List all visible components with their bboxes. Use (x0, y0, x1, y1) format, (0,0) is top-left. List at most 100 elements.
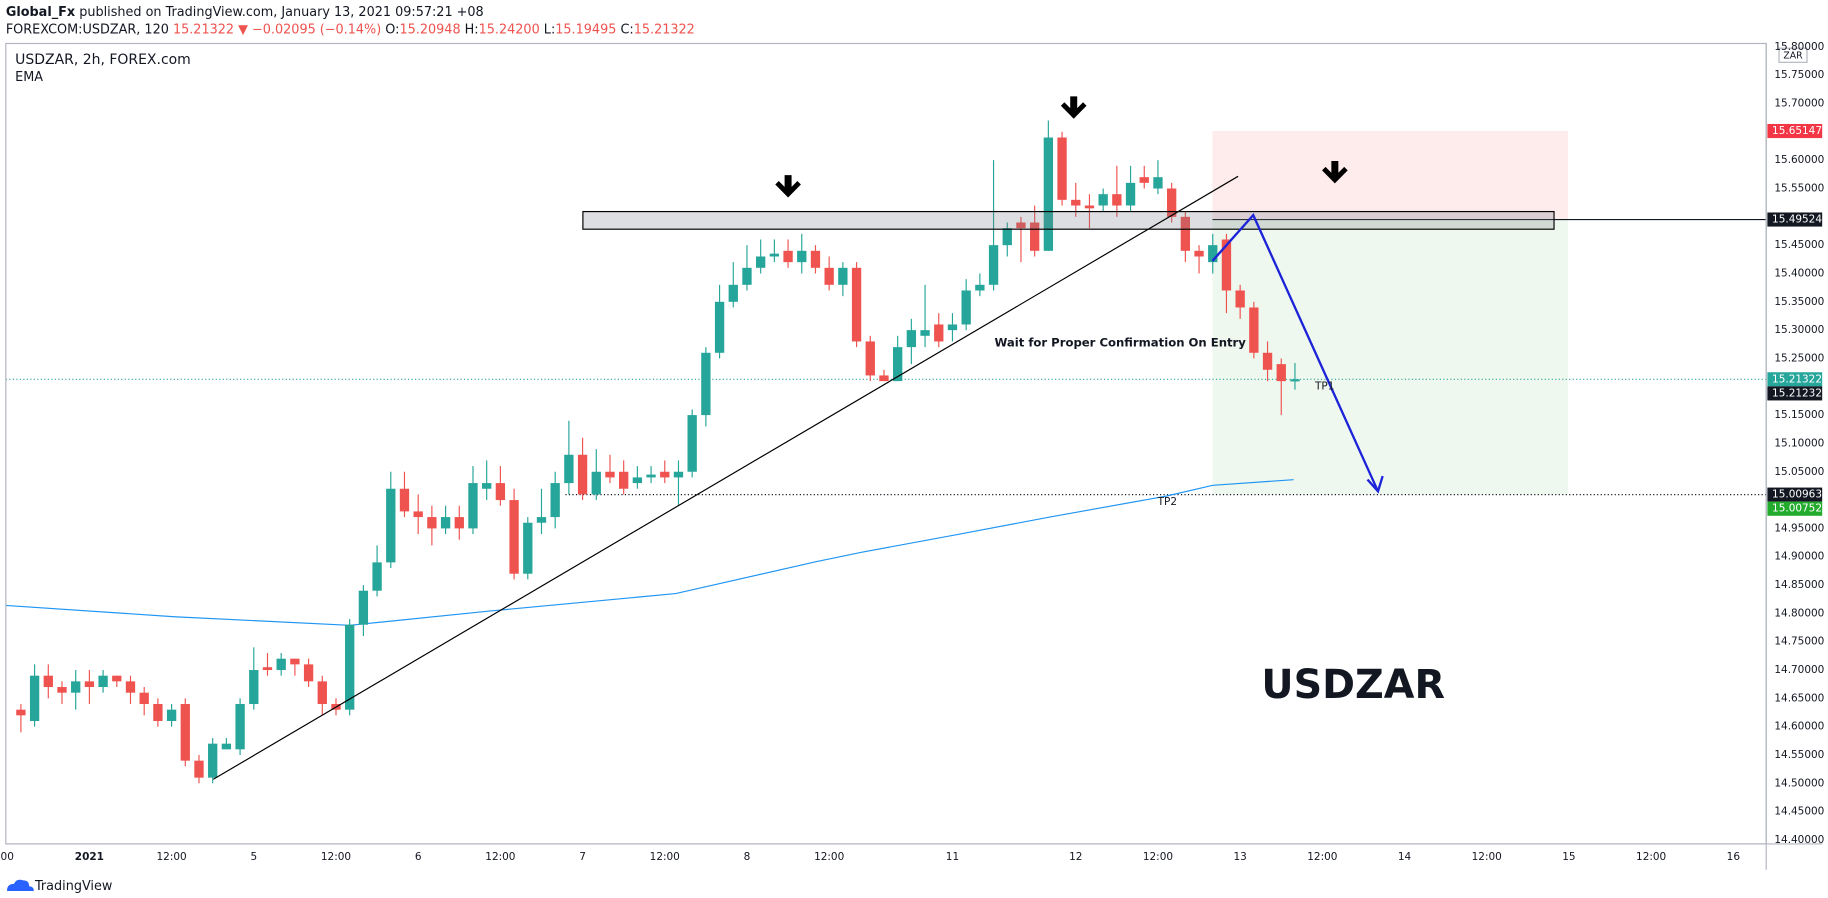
y-tick-label: 14.75000 (1774, 636, 1824, 648)
price-badge (1767, 487, 1823, 502)
candle-body (1098, 194, 1108, 206)
candle-body (1016, 222, 1026, 229)
logo-icon (6, 879, 34, 891)
ohlc-key: L: (544, 22, 555, 37)
projection-arrow (1211, 212, 1380, 492)
price-lines (5, 218, 1767, 626)
price-badge (1767, 123, 1823, 139)
candle-body (1139, 177, 1149, 183)
candle-body (824, 267, 834, 285)
candle-body (276, 658, 286, 671)
candle-body (208, 743, 218, 778)
candle-body (865, 341, 875, 376)
x-tick-label: 12:00 (650, 851, 680, 863)
candle-body (988, 245, 999, 285)
price-badge-label: 15.49524 (1772, 214, 1822, 226)
price-badge-label: 15.21322 (1772, 373, 1822, 385)
x-tick-label: 5 (250, 851, 257, 863)
x-tick-label: 12:00 (1472, 851, 1502, 863)
watermark: USDZAR (1261, 662, 1445, 708)
candle-body (523, 522, 533, 574)
candle-body (440, 517, 451, 529)
candle-body (1071, 199, 1081, 206)
tp-label: TP2 (1157, 496, 1177, 508)
candle-body (577, 454, 588, 495)
x-tick-label: 11 (946, 851, 959, 863)
candle-body (413, 511, 423, 518)
y-tick-label: 15.30000 (1774, 324, 1824, 336)
y-tick-label: 15.75000 (1774, 69, 1824, 81)
candle-body (180, 704, 190, 761)
ohlc-key: C: (620, 22, 633, 37)
candles (16, 120, 1300, 784)
x-tick-label: 12:00 (814, 851, 844, 863)
x-tick-label: 13 (1233, 851, 1246, 863)
chart-title: USDZAR, 2h, FOREX.com (15, 52, 191, 68)
candle-body (166, 709, 177, 722)
candle-body (660, 471, 670, 478)
candle-body (1002, 228, 1012, 246)
candle-body (235, 704, 245, 750)
candle-body (783, 250, 793, 263)
candle-body (427, 517, 437, 529)
candle-body (249, 670, 259, 705)
x-tick-label: 12:00 (156, 851, 186, 863)
x-tick-label: 7 (579, 851, 586, 863)
x-tick-label: 12:00 (1307, 851, 1337, 863)
y-tick-label: 14.80000 (1774, 607, 1824, 619)
candle-body (961, 290, 971, 325)
candle-body (1043, 137, 1054, 251)
candle-body (838, 267, 848, 285)
x-tick-label: 00 (1, 851, 14, 863)
candle-body (687, 415, 697, 472)
logo-text: TradingView (34, 879, 112, 894)
candle-body (701, 352, 711, 416)
y-tick-label: 14.90000 (1774, 551, 1824, 563)
candle-body (509, 500, 519, 574)
price-badge-label: 15.65147 (1772, 125, 1822, 137)
candle-body (756, 256, 766, 268)
price-badge-label: 15.21232 (1772, 387, 1822, 399)
candle-body (221, 743, 232, 750)
candle-body (934, 324, 944, 342)
y-tick-label: 15.60000 (1774, 154, 1824, 166)
axes: 15.80000 15.75000 15.70000 15.60000 15.55000… (1, 41, 1825, 863)
candle-body (1112, 194, 1122, 206)
price-badge (1767, 372, 1823, 387)
y-tick-label: 14.60000 (1774, 721, 1824, 733)
x-tick-label: 12:00 (1143, 851, 1173, 863)
x-tick-label: 16 (1727, 851, 1741, 863)
ohlc-key: O: (385, 22, 399, 37)
candle-body (851, 267, 862, 342)
trendline (213, 175, 1239, 780)
ohlc-key: H: (465, 22, 479, 37)
candle-body (194, 760, 204, 778)
candle-body (153, 704, 163, 722)
x-tick-label: 12 (1069, 851, 1082, 863)
publisher-line: Global_Fx published on TradingView.com, … (6, 4, 484, 19)
price-badge-label: 15.00963 (1772, 489, 1822, 501)
y-tick-label: 14.55000 (1774, 749, 1824, 761)
candle-body (769, 253, 780, 257)
currency: ZAR (1783, 50, 1803, 61)
x-tick-label: 12:00 (321, 851, 351, 863)
symbol: FOREXCOM:USDZAR, 120 (6, 22, 169, 37)
candle-body (1262, 352, 1273, 370)
y-tick-label: 15.45000 (1774, 239, 1824, 251)
candle-body (605, 471, 615, 478)
candle-body (591, 471, 601, 495)
candle-body (1029, 222, 1040, 251)
change: ▼ −0.02095 (−0.14%) (238, 22, 381, 37)
candle-body (920, 330, 930, 336)
candle-body (810, 250, 821, 268)
y-tick-label: 15.80000 (1774, 41, 1824, 53)
candle-body (29, 675, 40, 722)
candle-body (57, 687, 67, 693)
price-badge-label: 15.00752 (1772, 503, 1822, 515)
currency-box (1778, 47, 1808, 63)
candle-body (1290, 379, 1300, 382)
candle-body (550, 483, 560, 518)
x-tick-label: 6 (415, 851, 422, 863)
candle-body (84, 681, 95, 688)
candle-body (112, 675, 122, 682)
